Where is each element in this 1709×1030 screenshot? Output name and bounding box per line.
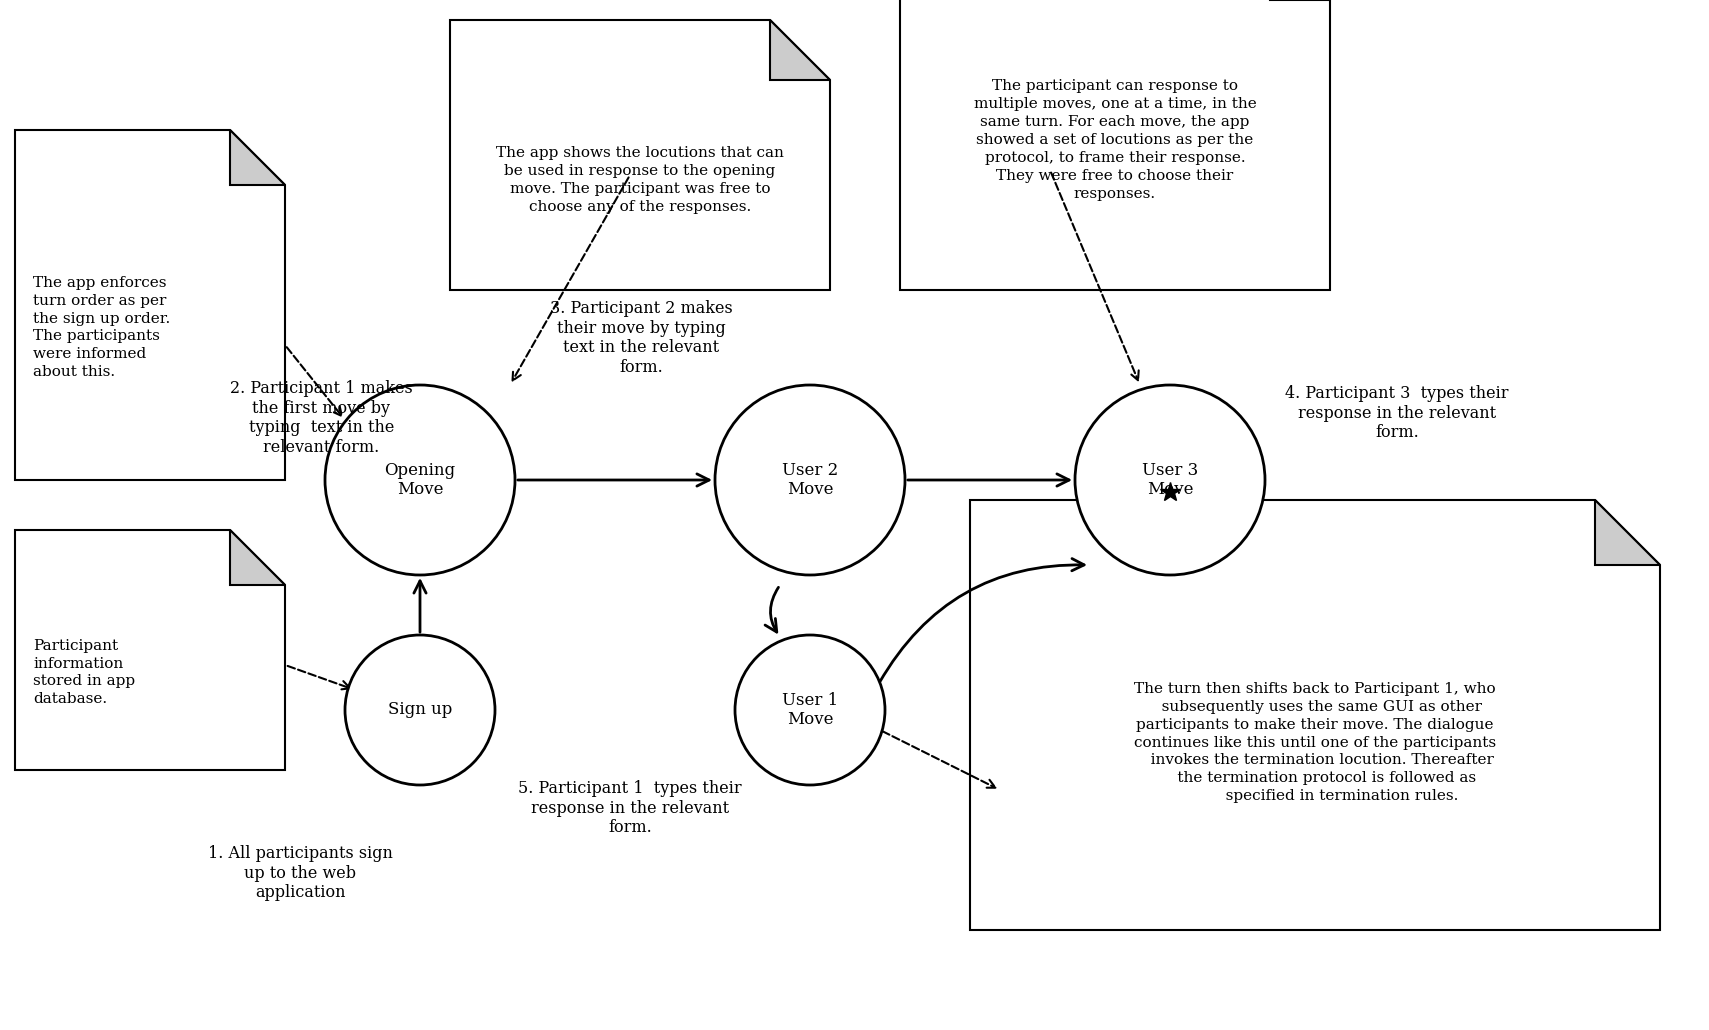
Text: Sign up: Sign up <box>388 701 453 719</box>
Text: 5. Participant 1  types their
response in the relevant
form.: 5. Participant 1 types their response in… <box>518 780 742 836</box>
Polygon shape <box>1594 500 1659 565</box>
Polygon shape <box>771 20 831 80</box>
Text: The app shows the locutions that can
be used in response to the opening
move. Th: The app shows the locutions that can be … <box>496 146 784 214</box>
Polygon shape <box>449 20 831 290</box>
Polygon shape <box>231 530 285 585</box>
Text: User 3
Move: User 3 Move <box>1142 461 1198 499</box>
Polygon shape <box>15 530 285 770</box>
Circle shape <box>325 385 514 575</box>
Text: User 2
Move: User 2 Move <box>783 461 837 499</box>
Text: The participant can response to
multiple moves, one at a time, in the
same turn.: The participant can response to multiple… <box>974 79 1256 201</box>
Text: 3. Participant 2 makes
their move by typing
text in the relevant
form.: 3. Participant 2 makes their move by typ… <box>550 300 733 376</box>
Circle shape <box>714 385 906 575</box>
Circle shape <box>735 636 885 785</box>
Polygon shape <box>15 130 285 480</box>
Text: The turn then shifts back to Participant 1, who
   subsequently uses the same GU: The turn then shifts back to Participant… <box>1135 682 1495 803</box>
Text: 1. All participants sign
up to the web
application: 1. All participants sign up to the web a… <box>207 845 393 901</box>
Text: User 1
Move: User 1 Move <box>783 692 837 728</box>
Polygon shape <box>901 0 1330 290</box>
Text: 4. Participant 3  types their
response in the relevant
form.: 4. Participant 3 types their response in… <box>1285 385 1509 441</box>
Polygon shape <box>231 130 285 185</box>
Circle shape <box>345 636 496 785</box>
Text: 2. Participant 1 makes
the first move by
typing  text in the
relevant form.: 2. Participant 1 makes the first move by… <box>231 380 414 456</box>
Text: Opening
Move: Opening Move <box>385 461 456 499</box>
Text: The app enforces
turn order as per
the sign up order.
The participants
were info: The app enforces turn order as per the s… <box>32 276 171 379</box>
Text: Participant
information
stored in app
database.: Participant information stored in app da… <box>32 639 135 707</box>
Circle shape <box>1075 385 1265 575</box>
Polygon shape <box>971 500 1659 930</box>
